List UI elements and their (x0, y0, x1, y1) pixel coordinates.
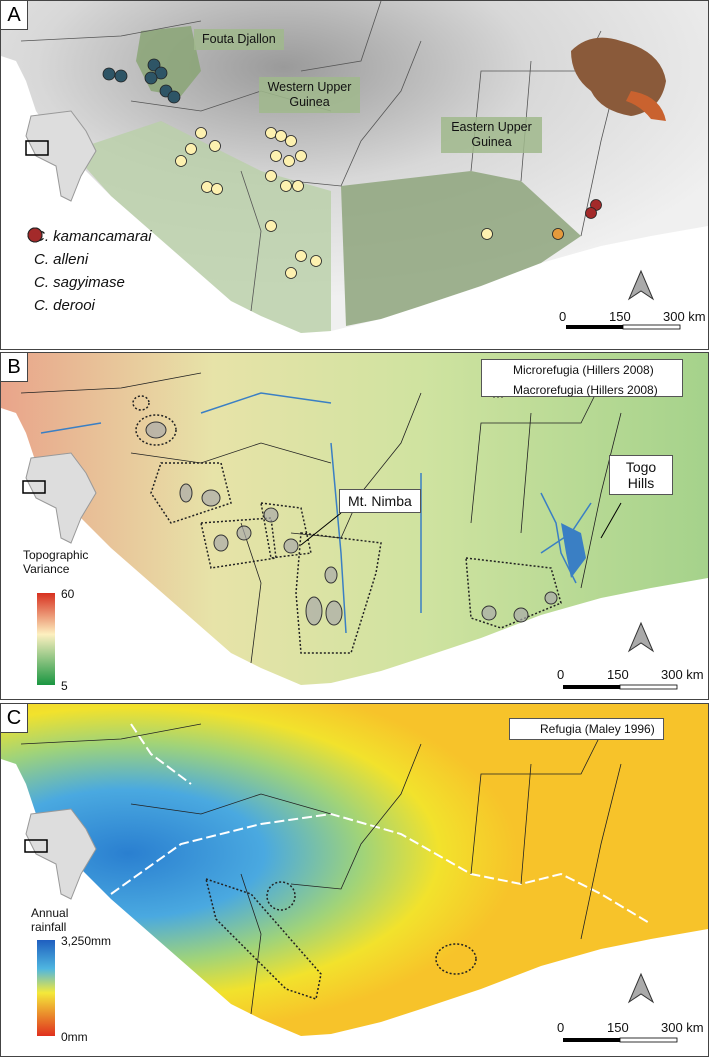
annotation-arrow (600, 502, 622, 539)
colorbar-label: 60 (61, 587, 75, 601)
scale-label: 150 (609, 309, 631, 324)
panel-label: C (1, 704, 28, 733)
legend-marker (27, 227, 43, 243)
scale-bar (619, 1037, 678, 1043)
occurrences (102, 58, 602, 279)
legend (481, 359, 683, 397)
legend-label: C. kamancamarai (34, 228, 152, 245)
panel-c: C Refugia (Maley 1996) Annual rainfall 3… (0, 703, 709, 1057)
inset-box (24, 839, 48, 853)
panel-label: A (1, 1, 28, 30)
legend-label: Refugia (Maley 1996) (509, 718, 664, 740)
refugia (204, 877, 477, 1000)
inset-box (25, 140, 49, 156)
legend-entry: C. sagyimase (26, 227, 152, 294)
scale-bar (566, 325, 623, 329)
legend-swatch (27, 227, 43, 243)
scale-label: 0 (557, 1020, 565, 1035)
map-c (1, 704, 708, 1043)
forest-boundary (110, 723, 652, 925)
legend-label: C. alleni (34, 251, 89, 268)
region-label: Fouta Djallon (194, 29, 284, 50)
africa-inset (25, 110, 97, 202)
colorbar (37, 593, 55, 685)
map-b (1, 353, 708, 690)
north-arrow (627, 621, 655, 653)
scale-label: 0 (559, 309, 567, 324)
legend-label: Microrefugia (Hillers 2008) (513, 363, 654, 377)
scale-label: 300 km (661, 1020, 704, 1035)
refugia (132, 395, 562, 654)
lake (561, 523, 586, 578)
land (1, 353, 708, 685)
scale-label: 150 (607, 1020, 629, 1035)
colorbar-title: Annual rainfall (31, 906, 69, 934)
scale-bar (563, 685, 620, 689)
legend-label: C. derooi (34, 297, 95, 314)
colorbar (37, 940, 55, 1036)
colorbar-label: 5 (61, 679, 68, 693)
forest-zone (341, 171, 581, 326)
map-a (1, 1, 708, 333)
scale-label: 0 (557, 667, 565, 682)
north-arrow (627, 269, 655, 301)
africa-inset (25, 808, 97, 900)
scale-label: 300 km (663, 309, 706, 324)
legend-entry: C. alleni (26, 227, 152, 271)
africa-inset (25, 452, 97, 544)
legend-label: C. sagyimase (34, 274, 125, 291)
inset-box (22, 480, 46, 494)
land (1, 704, 708, 1036)
annotation: Togo Hills (609, 455, 673, 495)
legend-entry: C. derooi (26, 227, 152, 317)
panel-b: B Microrefugia (Hillers 2008) Macrorefug… (0, 352, 709, 700)
region-label: Western Upper Guinea (259, 77, 360, 113)
colorbar-label: 0mm (61, 1030, 88, 1044)
north-arrow (627, 972, 655, 1004)
annotation-arrow (300, 512, 342, 546)
colorbar-label: 3,250mm (61, 934, 112, 948)
frog-leg (626, 91, 666, 121)
colorbar-title: Topographic Variance (23, 548, 89, 576)
border (20, 723, 622, 1015)
annotation: Mt. Nimba (339, 489, 421, 513)
legend: C. kamancamarai C. alleni C. sagyimase C. d… (26, 225, 152, 317)
scale-label: 300 km (661, 667, 704, 682)
scale-bar (622, 324, 681, 330)
legend-label: Macrorefugia (Hillers 2008) (513, 383, 658, 397)
region-label: Eastern Upper Guinea (441, 117, 542, 153)
scale-bar (563, 1038, 620, 1042)
panel-label: B (1, 353, 28, 382)
scale-bar (619, 684, 678, 690)
scale-label: 150 (607, 667, 629, 682)
microrefugia (145, 421, 558, 626)
panel-a: A Fouta Djallon Western Upper Guinea Eas… (0, 0, 709, 350)
